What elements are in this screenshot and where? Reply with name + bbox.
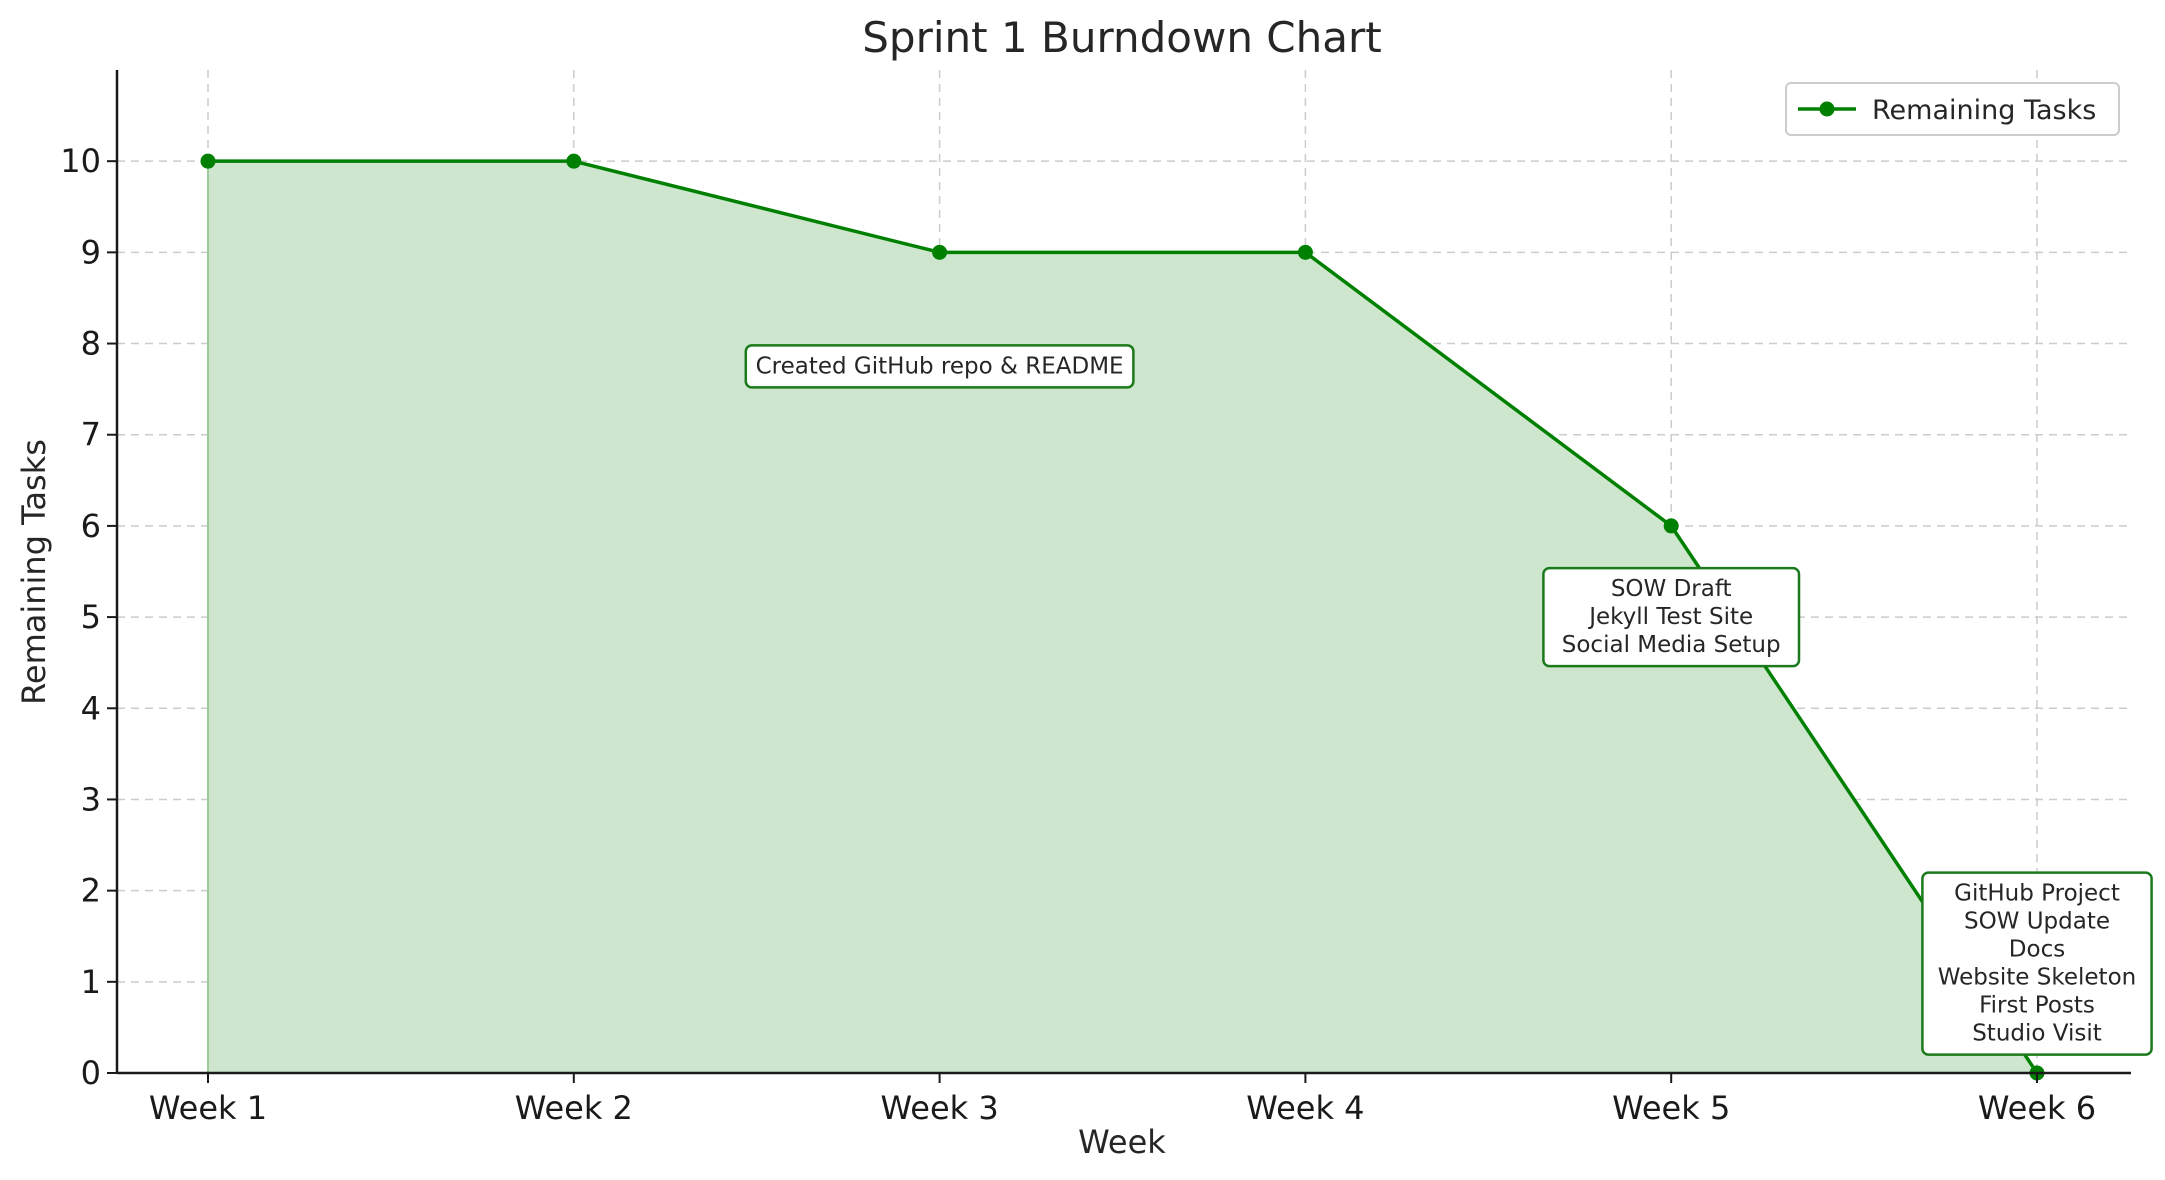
y-tick-label: 3 bbox=[81, 780, 101, 818]
annotation-box bbox=[1542, 566, 1801, 668]
legend-box bbox=[1785, 82, 2120, 136]
annotation: Created GitHub repo & README bbox=[744, 344, 1135, 389]
annotation-text: Social Media Setup bbox=[1562, 632, 1781, 658]
annotation-box bbox=[744, 344, 1135, 389]
x-tick-label: Week 6 bbox=[1978, 1089, 2096, 1127]
annotations: Created GitHub repo & README SOW DraftJek… bbox=[744, 344, 2153, 1056]
y-tick-label: 10 bbox=[60, 142, 101, 180]
legend: Remaining Tasks bbox=[1785, 82, 2120, 136]
annotation-text: First Posts bbox=[1979, 993, 2095, 1019]
annotation-box bbox=[1921, 871, 2153, 1056]
annotation-text: Jekyll Test Site bbox=[1587, 604, 1753, 630]
legend-marker bbox=[1819, 101, 1835, 117]
chart-title: Sprint 1 Burndown Chart bbox=[862, 13, 1381, 62]
annotation-text: Docs bbox=[2009, 937, 2065, 963]
annotation-text: SOW Update bbox=[1964, 909, 2110, 935]
y-axis-label: Remaining Tasks bbox=[15, 439, 53, 705]
y-tick-label: 8 bbox=[81, 325, 101, 363]
data-point bbox=[1297, 244, 1313, 260]
annotation-text: Studio Visit bbox=[1972, 1021, 2102, 1047]
area-fill-layer bbox=[207, 161, 2037, 1073]
y-tick-label: 6 bbox=[81, 507, 101, 545]
data-point bbox=[566, 153, 582, 169]
x-tick-label: Week 1 bbox=[149, 1089, 267, 1127]
legend-label: Remaining Tasks bbox=[1872, 95, 2096, 126]
y-tick-label: 4 bbox=[81, 689, 101, 727]
y-tick-label: 0 bbox=[81, 1054, 101, 1092]
x-tick-label: Week 5 bbox=[1612, 1089, 1730, 1127]
area-fill bbox=[208, 161, 2037, 1073]
axes bbox=[107, 70, 2131, 1083]
y-tick-label: 7 bbox=[81, 416, 101, 454]
x-tick-label: Week 4 bbox=[1246, 1089, 1364, 1127]
data-point bbox=[200, 153, 216, 169]
x-tick-label: Week 3 bbox=[880, 1089, 998, 1127]
y-tick-label: 9 bbox=[81, 233, 101, 271]
x-tick-label: Week 2 bbox=[515, 1089, 633, 1127]
tick-labels: 0 1 2 3 4 5 6 7 8 9 10 Week 1 Week 2 Week 3 Week 4 Week… bbox=[60, 142, 2096, 1127]
data-point bbox=[932, 244, 948, 260]
data-point bbox=[1663, 518, 1679, 534]
annotation-text: Created GitHub repo & README bbox=[756, 353, 1124, 379]
y-tick-label: 1 bbox=[81, 963, 101, 1001]
x-axis-label: Week bbox=[1078, 1123, 1166, 1161]
annotation-text: SOW Draft bbox=[1611, 576, 1732, 602]
y-tick-label: 5 bbox=[81, 598, 101, 636]
y-tick-label: 2 bbox=[81, 872, 101, 910]
annotation-text: GitHub Project bbox=[1954, 881, 2120, 907]
annotation-text: Website Skeleton bbox=[1938, 965, 2136, 991]
